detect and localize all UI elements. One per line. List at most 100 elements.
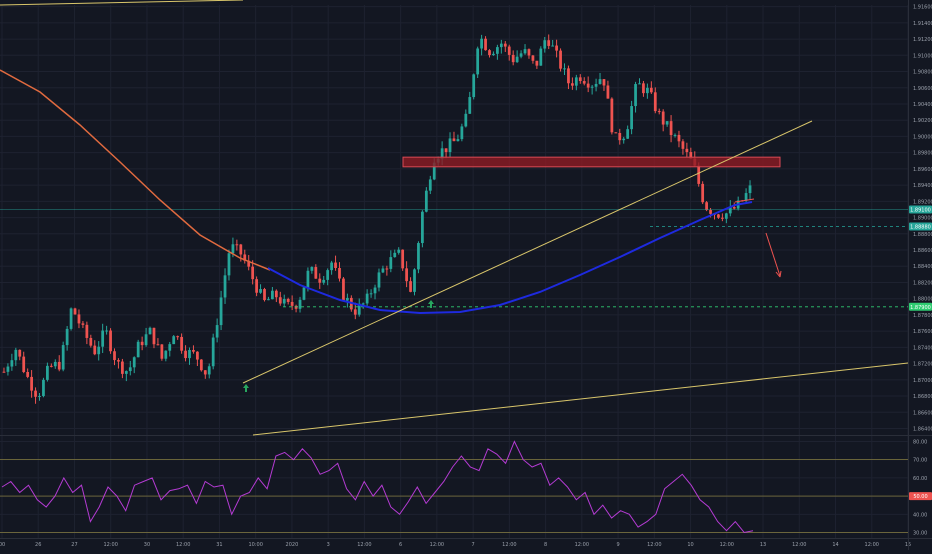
candle-body [282,299,286,304]
rsi-tick-label: 30.00 [913,531,927,537]
price-tick-label: 1.88400 [913,264,932,270]
candle-body [456,139,460,142]
candle-body [199,359,203,371]
candle-body [338,267,341,279]
candle-body [464,113,468,127]
candle-body [144,334,148,346]
candle-body [417,243,420,270]
candle-body [401,249,405,269]
candle-body [673,134,677,136]
candle-body [231,244,235,254]
time-tick-label: 10:00 [248,542,262,548]
price-tick-label: 1.87800 [913,313,932,319]
time-tick-label: 12:00 [502,542,516,548]
candle-body [385,268,389,270]
green-level-tag-bg [909,302,932,311]
candle-body [369,293,373,295]
candle-body [468,97,472,114]
candle-body [732,207,736,209]
time-tick-label: 12:00 [792,542,806,548]
rsi-tick-label: 70.00 [913,458,927,464]
short-red-segment [734,198,755,203]
green-level-tag: 1.87900 [910,305,931,311]
price-tick-label: 1.90800 [913,70,932,76]
candle-body [452,138,456,142]
candle-body [484,38,487,51]
time-tick-label: 30 [144,542,150,548]
candle-body [472,74,476,98]
price-tick-label: 1.88200 [913,280,932,286]
candle-body [409,281,412,292]
price-tick-label: 1.87200 [913,362,932,368]
candle-body [184,350,187,359]
candle-body [302,287,306,300]
time-tick-label: 13 [760,542,766,548]
price-tick-label: 1.87600 [913,329,932,335]
price-tick-label: 1.90400 [913,102,932,108]
candle-body [559,50,562,69]
candle-body [626,129,630,139]
candle-body [10,360,14,367]
rsi-tick-label: 60.00 [913,476,927,482]
price-tick-label: 1.91400 [913,21,932,27]
candle-body [523,49,527,54]
candle-body [318,278,322,283]
candle-body [413,269,416,292]
candle-body [646,87,649,94]
candle-body [34,390,37,397]
candle-body [701,183,705,203]
candle-body [365,293,369,304]
candle-body [519,53,523,57]
candle-body [657,111,661,113]
candle-body [223,275,227,298]
candle-body [476,48,480,75]
candle-body [124,371,128,374]
candle-body [574,77,578,86]
candle-body [6,366,10,372]
candle-body [251,266,255,280]
candle-body [334,262,337,268]
candle-body [543,40,547,49]
candle-body [219,297,223,326]
candle-body [432,162,436,180]
candle-body [488,50,491,56]
candle-body [298,299,302,309]
time-tick-label: 12:00 [357,542,371,548]
candle-body [160,344,164,359]
candle-body [503,43,507,47]
candle-body [330,262,333,271]
candle-body [148,327,152,335]
secondary-price-tag-bg [909,222,932,231]
candle-body [377,272,381,288]
candle-body [717,214,720,218]
candle-body [168,344,172,351]
candle-body [721,217,724,219]
candle-body [314,267,318,279]
time-tick-label: 3 [327,542,330,548]
candle-body [61,345,65,370]
candle-body [405,268,408,282]
projection-arrow-head [775,270,782,278]
price-tick-label: 1.91000 [913,53,932,59]
candle-body [30,376,33,391]
candle-body [709,210,712,214]
candle-body [353,309,357,315]
candle-body [448,138,452,153]
candle-body [271,290,274,300]
candle-body [610,98,614,133]
candle-body [235,244,239,246]
candle-body [53,361,57,367]
top-trendline [0,0,244,6]
candle-body [389,257,393,269]
candle-body [681,141,685,149]
candle-body [136,341,140,358]
candle-body [689,152,693,159]
candle-body [618,132,622,141]
candle-body [207,366,211,375]
price-tick-label: 1.88600 [913,248,932,254]
candle-body [440,148,444,159]
candle-body [290,301,294,306]
